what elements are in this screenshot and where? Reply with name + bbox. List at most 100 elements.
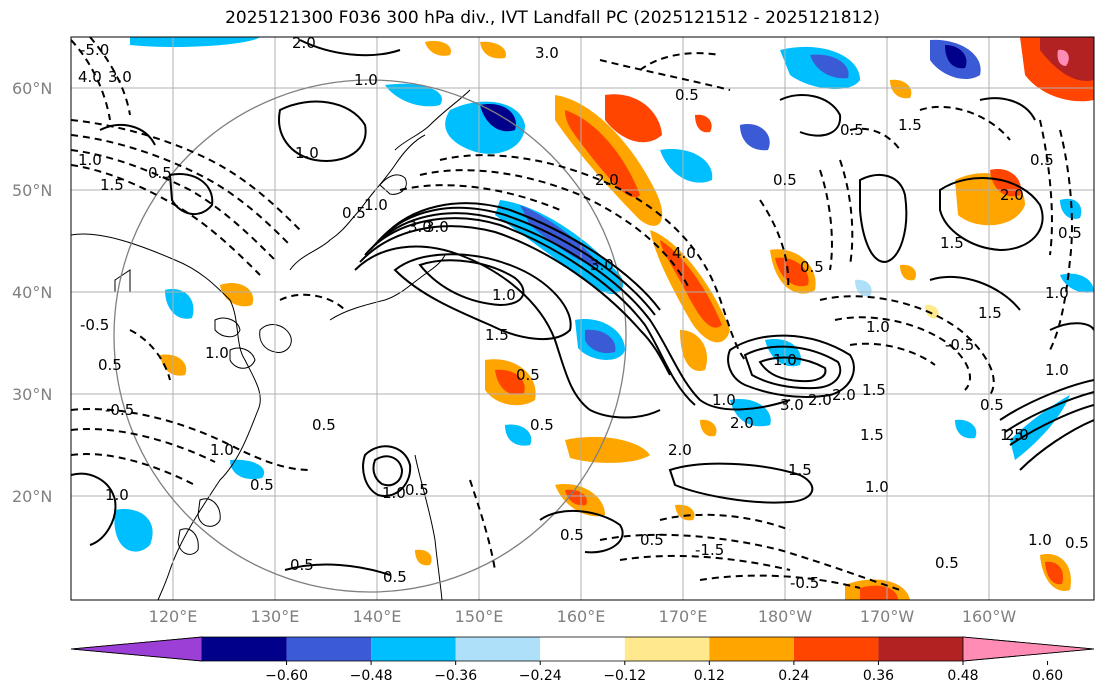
- contour-label: 1.5: [100, 176, 124, 194]
- contour-label: 2.0: [808, 391, 832, 409]
- negative-patch: [740, 124, 770, 151]
- negative-patch: [130, 37, 260, 48]
- lon-label-170e: 170°E: [659, 607, 708, 626]
- lat-label-20n: 20°N: [12, 487, 52, 506]
- positive-patch: [700, 419, 717, 437]
- negative-patch: [480, 104, 516, 132]
- positive-patch: [675, 504, 695, 521]
- lon-label-170w: 170°W: [860, 607, 915, 626]
- contour-label: 1.5: [1000, 426, 1024, 444]
- positive-patch: [605, 94, 662, 143]
- positive-patch: [415, 549, 432, 566]
- colorbar-extend-low: [70, 636, 203, 662]
- map-title: 2025121300 F036 300 hPa div., IVT Landfa…: [225, 8, 880, 28]
- negative-patch: [230, 459, 265, 480]
- contour-label: 1.5: [862, 381, 886, 399]
- colorbar-tick-label: 0.36: [863, 668, 894, 684]
- contour-label: 0.5: [530, 416, 554, 434]
- positive-patch: [565, 110, 640, 198]
- positive-patch: [480, 41, 506, 59]
- contour-label: 0.5: [1065, 534, 1089, 552]
- lat-label-30n: 30°N: [12, 385, 52, 404]
- map-frame: [70, 36, 1095, 601]
- negative-patch: [165, 289, 194, 319]
- lat-label-60n: 60°N: [12, 79, 52, 98]
- positive-patch: [1045, 561, 1064, 585]
- colorbar: −0.60 −0.48 −0.36 −0.24 −0.12 0.12 0.24 0.36 0.4…: [70, 636, 1095, 684]
- negative-patch: [765, 339, 801, 367]
- lat-label-50n: 50°N: [12, 181, 52, 200]
- positive-patch: [990, 169, 1021, 197]
- colorbar-tick-label: 0.60: [1032, 668, 1063, 684]
- contour-label: 1.0: [78, 151, 102, 169]
- lat-label-40n: 40°N: [12, 283, 52, 302]
- contour-label: 4.0: [78, 68, 102, 86]
- dashed-contours: [71, 37, 1073, 591]
- colorbar-bin: [624, 637, 710, 661]
- contour-label: 3.0: [780, 396, 804, 414]
- positive-patch: [680, 330, 708, 371]
- colorbar-tick-label: −0.12: [603, 668, 646, 684]
- colorbar-bin: [202, 637, 287, 661]
- lon-label-130e: 130°E: [251, 607, 300, 626]
- contour-label: 0.5: [250, 476, 274, 494]
- contour-label: 0.5: [980, 396, 1004, 414]
- colorbar-tick-label: −0.24: [519, 668, 562, 684]
- contour-label: 0.5: [383, 568, 407, 586]
- contour-label: 1.5: [940, 234, 964, 252]
- contour-labels: -5.0 2.0 3.0 4.0 3.0 1.0 0.5 1.0 0.5 1.5…: [78, 37, 1089, 592]
- contour-label: 2.0: [1005, 426, 1029, 444]
- colorbar-tick-label: −0.60: [265, 668, 308, 684]
- negative-patch: [955, 419, 977, 439]
- contour-label: -1.5: [695, 541, 724, 559]
- positive-patch: [775, 257, 809, 287]
- colorbar-bin: [793, 637, 879, 661]
- contour-label: 0.5: [840, 121, 864, 139]
- latitude-labels: 60°N 50°N 40°N 30°N 20°N: [12, 79, 52, 506]
- contour-label: 0.5: [560, 526, 584, 544]
- coastlines: [71, 89, 471, 600]
- colorbar-bin: [455, 637, 541, 661]
- contour-label: 2.0: [730, 414, 754, 432]
- contour-label: 3.0: [408, 218, 432, 236]
- colorbar-extend-high: [962, 636, 1095, 662]
- colorbar-bin: [286, 637, 372, 661]
- negative-patch: [810, 54, 849, 79]
- contour-label: 3.0: [108, 68, 132, 86]
- contour-label: 0.5: [773, 171, 797, 189]
- colorbar-tick-label: −0.36: [434, 668, 477, 684]
- contour-label: 3.0: [535, 44, 559, 62]
- contour-label: 0.5: [312, 416, 336, 434]
- colorbar-bin: [540, 637, 625, 661]
- contour-label: 0.5: [800, 258, 824, 276]
- contour-label: 2.0: [668, 441, 692, 459]
- negative-patch: [660, 149, 713, 183]
- contour-label: 0.5: [675, 86, 699, 104]
- contour-label: 1.5: [978, 304, 1002, 322]
- contour-label: 0.5: [98, 356, 122, 374]
- contour-label: 1.0: [712, 391, 736, 409]
- contour-label: 1.0: [210, 441, 234, 459]
- contour-label: 0.5: [935, 554, 959, 572]
- positive-patch: [565, 436, 650, 463]
- contour-label: 1.0: [1028, 531, 1052, 549]
- negative-patch: [505, 424, 532, 446]
- contour-label: 1.0: [492, 286, 516, 304]
- contour-label: 1.5: [860, 426, 884, 444]
- contour-label: 0.5: [290, 556, 314, 574]
- positive-patch: [220, 282, 254, 307]
- contour-label: 1.5: [898, 116, 922, 134]
- contour-label: 2.0: [1000, 186, 1024, 204]
- contour-label: 1.0: [1045, 284, 1069, 302]
- contour-label: 1.0: [382, 484, 406, 502]
- negative-patch: [385, 83, 442, 107]
- lon-label-160w: 160°W: [962, 607, 1017, 626]
- lon-label-160e: 160°E: [557, 607, 606, 626]
- lon-label-140e: 140°E: [353, 607, 402, 626]
- negative-patch: [945, 45, 967, 69]
- colorbar-bin: [709, 637, 794, 661]
- negative-patch: [1060, 198, 1082, 219]
- positive-patch: [890, 79, 912, 99]
- contour-label: 1.0: [105, 486, 129, 504]
- positive-patch: [660, 240, 722, 328]
